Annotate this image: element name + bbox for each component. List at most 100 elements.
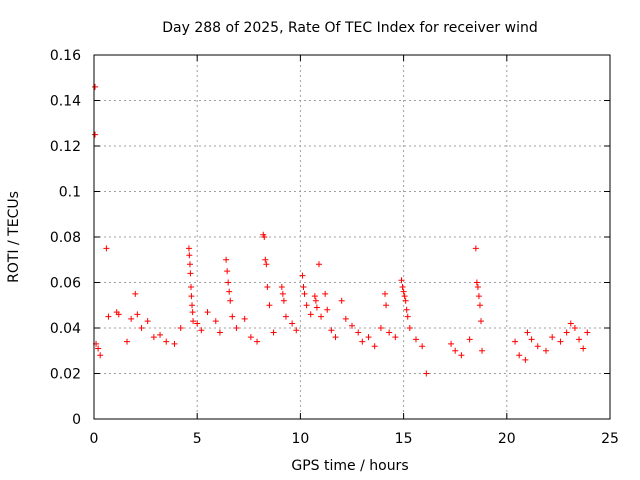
data-point [229,313,236,320]
data-points [92,83,591,377]
data-point [188,284,195,291]
data-point [194,320,201,327]
data-point [303,302,310,309]
data-point [342,315,349,322]
data-point [403,306,410,313]
data-point [186,261,193,268]
data-point [115,311,122,318]
data-point [262,256,269,263]
axis-ticks [93,54,611,420]
data-point [543,347,550,354]
data-point [204,309,211,316]
data-point [216,329,223,336]
x-tick-label: 25 [601,431,619,447]
data-point [563,329,570,336]
data-point [312,297,319,304]
x-tick-label: 15 [395,431,413,447]
data-point [177,325,184,331]
data-point [224,268,231,275]
data-point [138,325,145,331]
data-point [299,272,306,279]
data-point [247,334,254,341]
data-point [402,297,409,304]
data-point [355,329,362,336]
data-point [263,261,270,268]
data-point [584,329,591,336]
data-point [423,370,430,377]
data-point [163,338,170,345]
data-point [448,340,455,347]
data-point [458,352,465,359]
data-point [328,327,335,334]
data-point [289,320,296,327]
y-tick-label: 0.12 [50,139,81,155]
data-point [278,284,285,291]
y-tick-label: 0.14 [50,94,81,110]
data-point [264,284,271,291]
data-point [189,302,196,309]
data-point [150,334,157,341]
data-point [190,318,197,325]
data-point [404,313,411,320]
data-point [528,336,535,343]
data-point [359,338,366,345]
data-point [349,322,355,329]
data-point [392,334,399,341]
y-tick-label: 0 [72,412,81,428]
data-point [400,288,407,295]
data-point [254,338,261,345]
data-point [301,290,308,297]
data-point [313,304,320,311]
data-point [233,325,240,331]
data-point [293,327,300,334]
data-point [383,302,390,309]
data-point [124,338,131,345]
data-point [371,343,378,350]
chart-title: Day 288 of 2025, Rate Of TEC Index for r… [162,20,537,36]
data-point [92,131,99,138]
data-point [478,318,484,325]
data-point [472,245,479,252]
data-point [132,290,139,297]
data-point [261,234,268,240]
data-point [557,338,564,345]
data-point [324,306,331,313]
data-point [185,245,192,252]
data-point [419,343,426,350]
data-point [227,297,234,304]
y-axis-label: ROTI / TECUs [6,191,22,283]
data-point [144,318,151,325]
data-point [318,313,325,320]
data-point [524,329,531,336]
data-point [282,313,289,320]
data-point [279,290,286,297]
x-tick-label: 5 [193,431,202,447]
data-point [338,297,345,304]
data-point [567,320,574,327]
data-point [580,345,587,352]
data-point [189,309,196,316]
data-point [241,315,248,322]
data-point [473,279,480,286]
data-point [475,293,482,300]
x-axis-label: GPS time / hours [291,458,408,474]
data-point [300,284,307,291]
data-point [157,331,164,338]
data-point [97,352,104,359]
data-point [92,83,99,90]
plot-frame [93,54,611,420]
grid-lines [94,55,610,419]
data-point [452,347,459,354]
data-point [307,311,314,318]
data-point [311,293,318,300]
data-point [399,284,406,291]
data-point [382,290,389,297]
data-point [128,315,135,322]
y-tick-label: 0.06 [50,276,81,292]
data-point [95,345,102,352]
data-point [466,336,473,343]
data-point [412,336,419,343]
data-point [401,293,408,300]
data-point [103,245,110,252]
